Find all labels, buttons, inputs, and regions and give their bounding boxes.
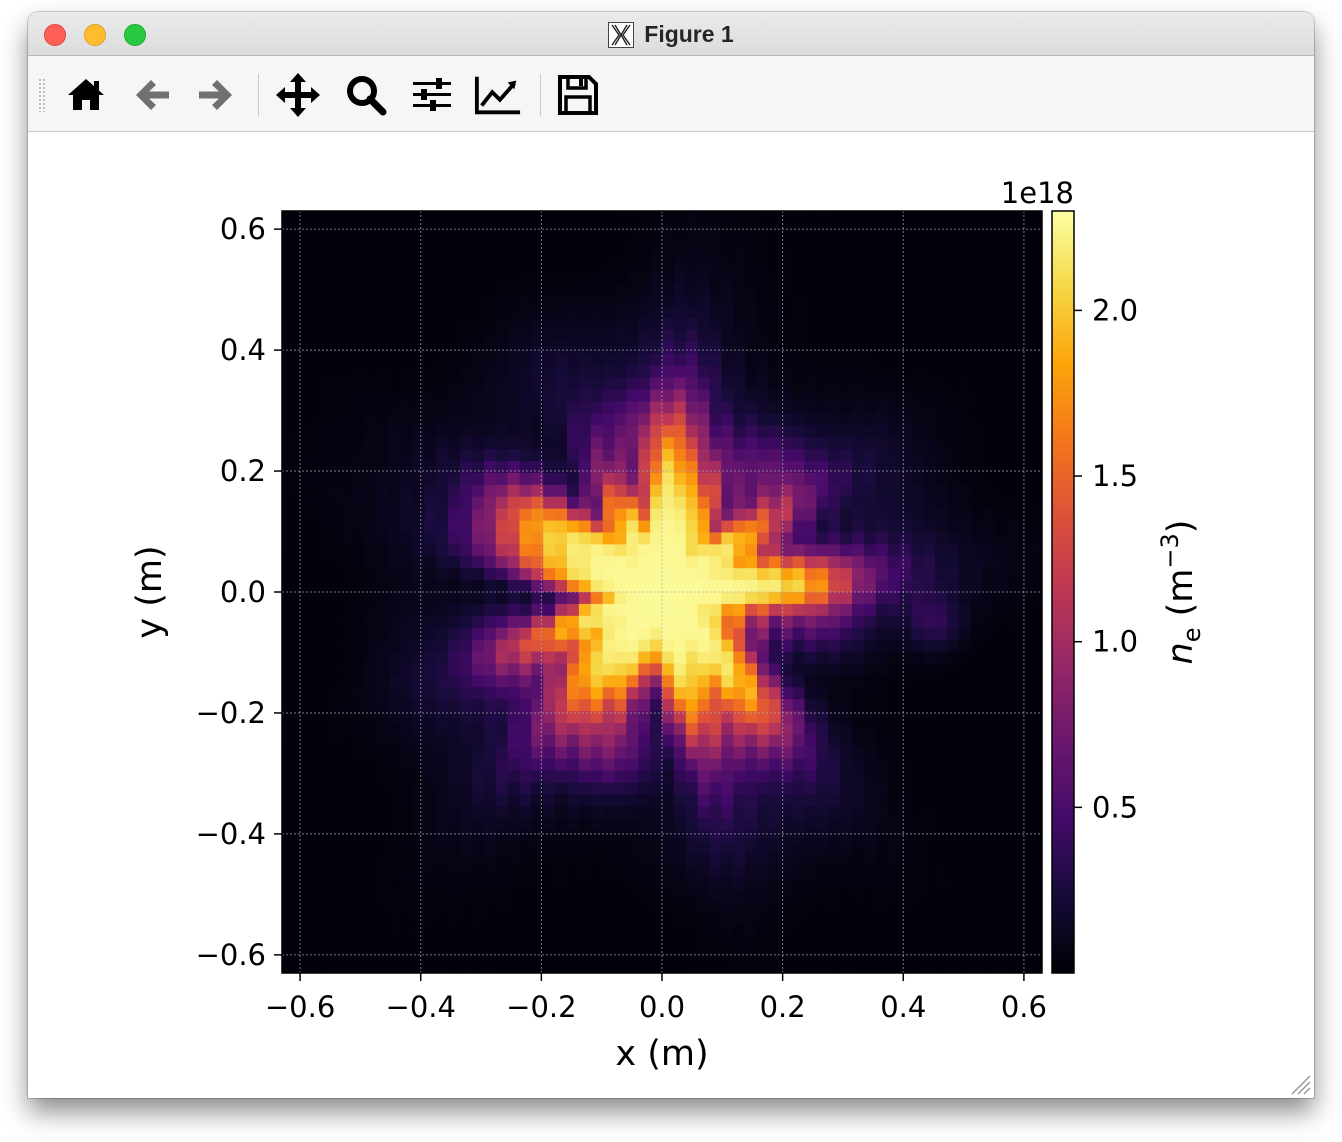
y-tick-label: 0.6 bbox=[220, 212, 266, 246]
y-axis: 0.6 0.4 0.2 0.0 −0.2 −0.4 −0.6 bbox=[196, 212, 282, 972]
floppy-disk-icon bbox=[558, 75, 598, 115]
x-tick-label: −0.4 bbox=[386, 990, 456, 1024]
title-bar[interactable]: Figure 1 bbox=[28, 12, 1314, 56]
resize-grip-icon[interactable] bbox=[1286, 1070, 1312, 1096]
colorbar-label-exp: −3 bbox=[1156, 533, 1184, 568]
minimize-window-button[interactable] bbox=[84, 24, 106, 46]
colorbar-tick-label: 1.5 bbox=[1092, 459, 1138, 493]
save-button[interactable] bbox=[554, 72, 602, 118]
zoom-button[interactable] bbox=[342, 72, 390, 118]
x-tick-label: 0.6 bbox=[1001, 990, 1047, 1024]
sliders-icon bbox=[413, 78, 451, 111]
y-tick-label: −0.4 bbox=[196, 817, 266, 851]
colorbar-label-unit: (m bbox=[1161, 569, 1201, 628]
move-arrows-icon bbox=[276, 73, 320, 117]
line-chart-icon bbox=[474, 76, 521, 115]
colorbar-tick-label: 2.0 bbox=[1092, 293, 1138, 327]
arrow-left-icon bbox=[136, 80, 169, 110]
toolbar-separator bbox=[540, 74, 541, 116]
grid-lines bbox=[282, 211, 1042, 973]
y-tick-label: 0.2 bbox=[220, 454, 266, 488]
subplots-button[interactable] bbox=[408, 72, 456, 118]
toolbar-separator bbox=[258, 74, 259, 116]
x-tick-label: 0.4 bbox=[880, 990, 926, 1024]
magnifier-icon bbox=[347, 76, 387, 116]
y-tick-label: −0.6 bbox=[196, 938, 266, 972]
x-tick-label: 0.2 bbox=[760, 990, 806, 1024]
x11-icon bbox=[608, 21, 635, 48]
colorbar-label-sub: e bbox=[1178, 627, 1206, 642]
close-window-button[interactable] bbox=[44, 24, 66, 46]
figure-window: Figure 1 bbox=[28, 12, 1314, 1098]
colorbar-label-main: n bbox=[1161, 642, 1201, 664]
colorbar-tick-label: 1.0 bbox=[1092, 625, 1138, 659]
x-tick-label: 0.0 bbox=[639, 990, 685, 1024]
navigation-toolbar bbox=[28, 56, 1314, 132]
home-icon bbox=[68, 79, 104, 110]
x-tick-label: −0.2 bbox=[506, 990, 576, 1024]
arrow-right-icon bbox=[199, 80, 232, 110]
zoom-window-button[interactable] bbox=[124, 24, 146, 46]
figure-svg[interactable]: −0.6 −0.4 −0.2 0.0 0.2 0.4 0.6 0.60.40.20.0−0.… bbox=[28, 132, 1314, 1098]
colorbar-label: ne (m−3) bbox=[1156, 520, 1206, 665]
x-axis-label: x (m) bbox=[615, 1034, 708, 1074]
heatmap-image[interactable] bbox=[282, 211, 1043, 974]
colorbar[interactable] bbox=[1051, 210, 1075, 974]
edit-axes-button[interactable] bbox=[474, 72, 522, 118]
toolbar-grip[interactable] bbox=[38, 78, 46, 112]
y-tick-label: 0.4 bbox=[220, 333, 266, 367]
forward-button[interactable] bbox=[192, 72, 240, 118]
x-tick-label: −0.6 bbox=[265, 990, 335, 1024]
colorbar-ticks: 0.5 1.0 1.5 2.0 bbox=[1074, 293, 1138, 824]
pan-button[interactable] bbox=[274, 72, 322, 118]
y-tick-label: −0.2 bbox=[196, 696, 266, 730]
colorbar-label-close: ) bbox=[1161, 520, 1201, 534]
y-axis-label: y (m) bbox=[130, 545, 170, 638]
window-title: Figure 1 bbox=[644, 21, 734, 47]
y-tick-label: 0.0 bbox=[220, 575, 266, 609]
x-axis: −0.6 −0.4 −0.2 0.0 0.2 0.4 0.6 bbox=[265, 973, 1047, 1024]
colorbar-offset-text: 1e18 bbox=[1001, 176, 1074, 210]
colorbar-tick-label: 0.5 bbox=[1092, 790, 1138, 824]
figure-canvas[interactable]: −0.6 −0.4 −0.2 0.0 0.2 0.4 0.6 0.6 0.4 0.2 0.0 −0.… bbox=[28, 132, 1314, 1098]
home-button[interactable] bbox=[62, 72, 110, 118]
back-button[interactable] bbox=[128, 72, 176, 118]
